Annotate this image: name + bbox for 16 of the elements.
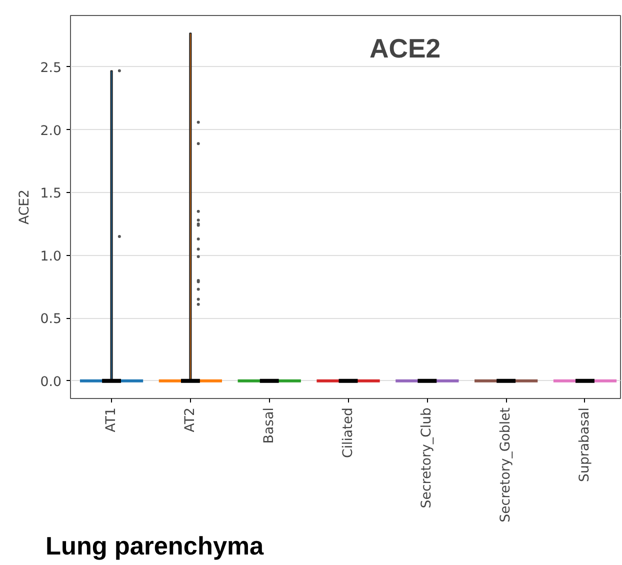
y-tick-label: 0.5: [40, 312, 62, 328]
y-tick-label: 0.0: [40, 374, 62, 390]
y-tick-label: 1.0: [40, 249, 62, 264]
y-tick-label: 2.5: [40, 60, 62, 76]
x-tick-label: AT1: [104, 407, 120, 432]
x-tick-label: AT2: [182, 407, 198, 432]
text: Lung parenchyma: [46, 532, 265, 560]
y-tick-label: 1.5: [40, 186, 62, 202]
text: ACE2: [370, 34, 441, 64]
x-tick-label: Ciliated: [340, 408, 356, 458]
x-tick-label: Secretory_Club: [420, 408, 435, 508]
x-tick-label: Secretory_Goblet: [498, 408, 514, 522]
x-tick-label: Suprabasal: [577, 407, 592, 482]
y-axis-title: ACE2: [17, 189, 32, 225]
x-tick-label: Basal: [262, 407, 277, 444]
y-tick-label: 2.0: [40, 124, 62, 139]
